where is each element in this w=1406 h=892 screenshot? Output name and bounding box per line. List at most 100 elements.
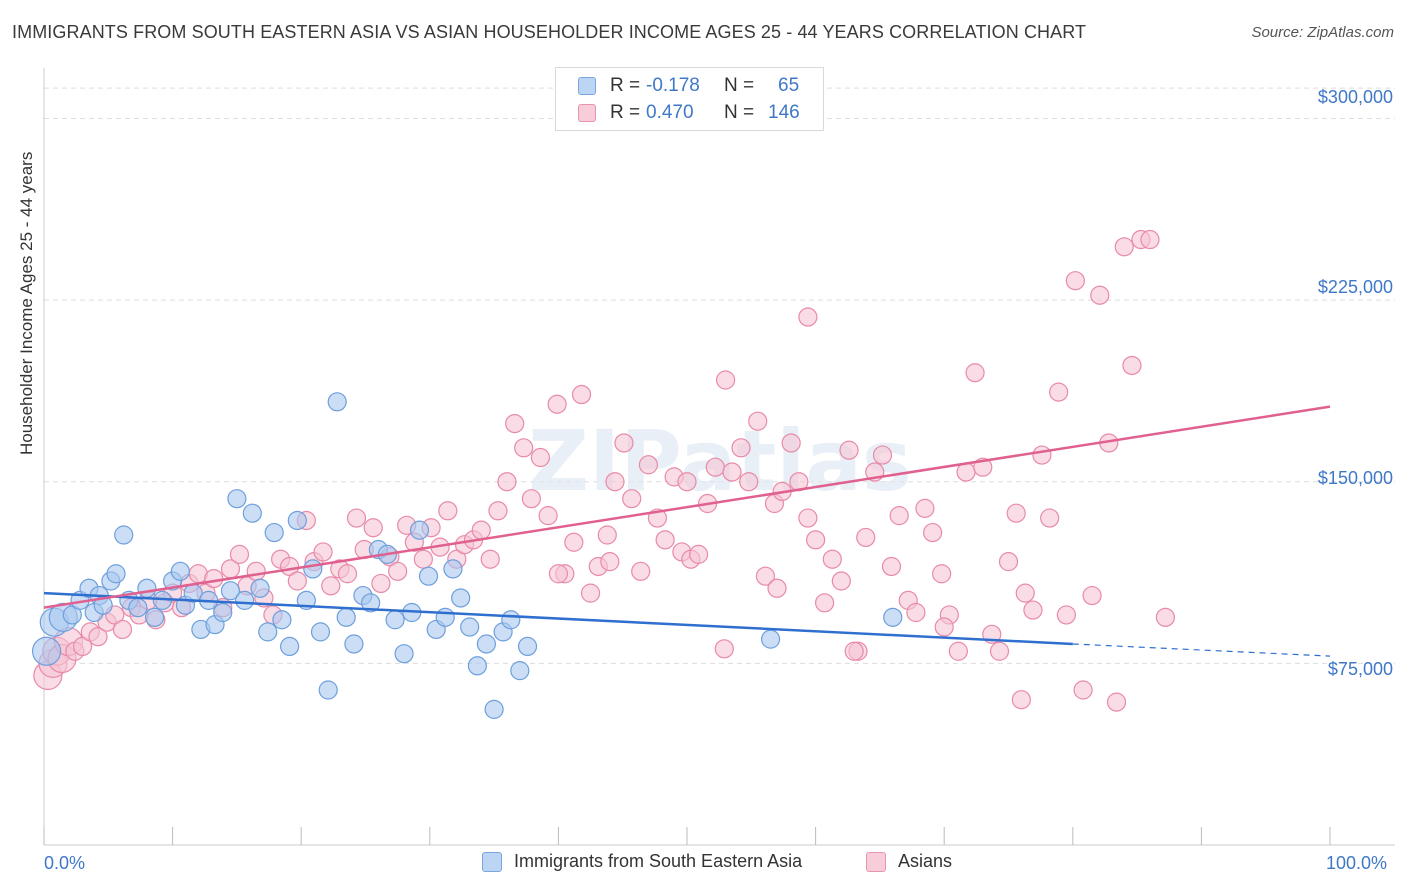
asians-point-121 (1032, 445, 1052, 465)
asians-point-27 (246, 561, 266, 581)
immigrants-point-61 (510, 661, 530, 681)
asians-point-83 (714, 639, 734, 659)
asians-point-71 (614, 433, 634, 453)
asians-point-136 (548, 564, 569, 584)
immigrants-point-55 (460, 617, 480, 637)
legend-label-asians: Asians (898, 851, 953, 871)
asians-point-76 (655, 530, 675, 550)
immigrants-point-14 (137, 578, 157, 598)
immigrants-point-32 (272, 610, 292, 630)
asians-point-108 (923, 522, 943, 543)
legend-swatch-blue (482, 851, 502, 872)
asians-point-54 (471, 520, 491, 540)
asians-point-73 (631, 561, 651, 581)
immigrants-point-15 (144, 607, 165, 627)
immigrants-point-30 (258, 622, 278, 642)
asians-point-123 (1049, 382, 1069, 402)
asians-point-104 (889, 506, 909, 526)
asians-point-82 (705, 457, 725, 477)
asians-point-85 (731, 438, 751, 458)
y-tick-label-75000: $75,000 (1327, 659, 1393, 679)
asians-point-47 (413, 549, 433, 569)
immigrants-point-38 (318, 680, 338, 700)
asians-point-96 (822, 549, 842, 569)
asians-point-61 (530, 447, 550, 468)
legend-swatch-pink (866, 851, 886, 872)
asians-point-25 (229, 544, 250, 564)
immigrants-point-37 (310, 622, 331, 642)
immigrants-trend-extension (1072, 643, 1331, 657)
legend-label-immigrants: Immigrants from South Eastern Asia (514, 851, 803, 871)
immigrants-point-47 (394, 644, 414, 664)
immigrants-point-29 (250, 578, 270, 598)
immigrants-point-28 (242, 503, 262, 523)
asians-point-111 (948, 641, 968, 661)
asians-point-56 (488, 501, 508, 521)
asians-point-42 (371, 573, 391, 594)
asians-point-60 (521, 489, 541, 509)
immigrants-point-36 (303, 559, 323, 579)
asians-point-50 (438, 501, 458, 521)
r-value-pink: 0.470 (646, 102, 694, 123)
immigrants-point-46 (385, 610, 405, 630)
asians-point-113 (965, 363, 985, 383)
asians-point-95 (815, 593, 835, 613)
immigrants-point-54 (451, 588, 471, 608)
asians-point-135 (1155, 607, 1175, 627)
asians-point-84 (722, 462, 742, 482)
asians-point-58 (505, 413, 525, 434)
immigrants-point-18 (170, 561, 190, 581)
asians-point-142 (1011, 690, 1031, 710)
immigrants-point-25 (220, 581, 241, 601)
asians-point-143 (798, 307, 818, 327)
asians-trend-line (43, 405, 1331, 609)
x-tick-label-min: 0.0% (44, 853, 86, 873)
n-value-blue: 65 (778, 75, 800, 96)
x-tick-label-max: 100.0% (1326, 853, 1388, 873)
asians-point-140 (844, 641, 864, 661)
immigrants-point-27 (235, 590, 255, 610)
n-label: N = (724, 75, 755, 96)
asians-point-107 (915, 498, 935, 518)
stats-legend-row-pink: R = 0.470 N = 146 (578, 100, 800, 126)
asians-point-57 (497, 472, 517, 492)
asians-point-94 (805, 530, 826, 550)
r-label: R = (610, 75, 641, 96)
asians-point-134 (1140, 229, 1160, 250)
asians-point-109 (932, 564, 952, 584)
n-label: N = (724, 102, 755, 123)
asians-point-11 (112, 619, 133, 640)
asians-point-72 (622, 489, 642, 509)
asians-point-80 (688, 544, 709, 564)
r-value-blue: -0.178 (646, 75, 700, 96)
immigrants-point-0 (31, 636, 62, 666)
legend-item-immigrants: Immigrants from South Eastern Asia (482, 851, 802, 872)
asians-point-100 (856, 527, 876, 548)
immigrants-point-39 (327, 392, 347, 412)
immigrants-point-31 (264, 522, 284, 543)
immigrants-point-41 (344, 634, 364, 654)
asians-point-118 (1006, 503, 1026, 523)
asians-point-137 (600, 552, 620, 572)
immigrants-point-62 (517, 636, 538, 657)
immigrants-point-64 (883, 607, 903, 627)
immigrants-point-57 (476, 634, 496, 654)
asians-point-44 (388, 561, 408, 581)
r-label: R = (610, 102, 641, 123)
asians-point-126 (1073, 680, 1093, 700)
immigrants-point-13 (128, 598, 148, 618)
pink-swatch (578, 104, 596, 122)
asians-point-117 (998, 552, 1019, 572)
legend-item-asians: Asians (866, 851, 952, 872)
immigrants-point-11 (114, 525, 134, 545)
asians-point-131 (1114, 237, 1134, 257)
asians-point-67 (580, 583, 601, 603)
immigrants-point-26 (227, 489, 247, 509)
immigrants-point-50 (418, 566, 439, 586)
immigrants-point-60 (501, 610, 521, 630)
immigrants-point-63 (760, 629, 781, 649)
asians-point-144 (715, 370, 736, 390)
asians-point-125 (1065, 271, 1085, 291)
asians-point-66 (571, 384, 592, 405)
